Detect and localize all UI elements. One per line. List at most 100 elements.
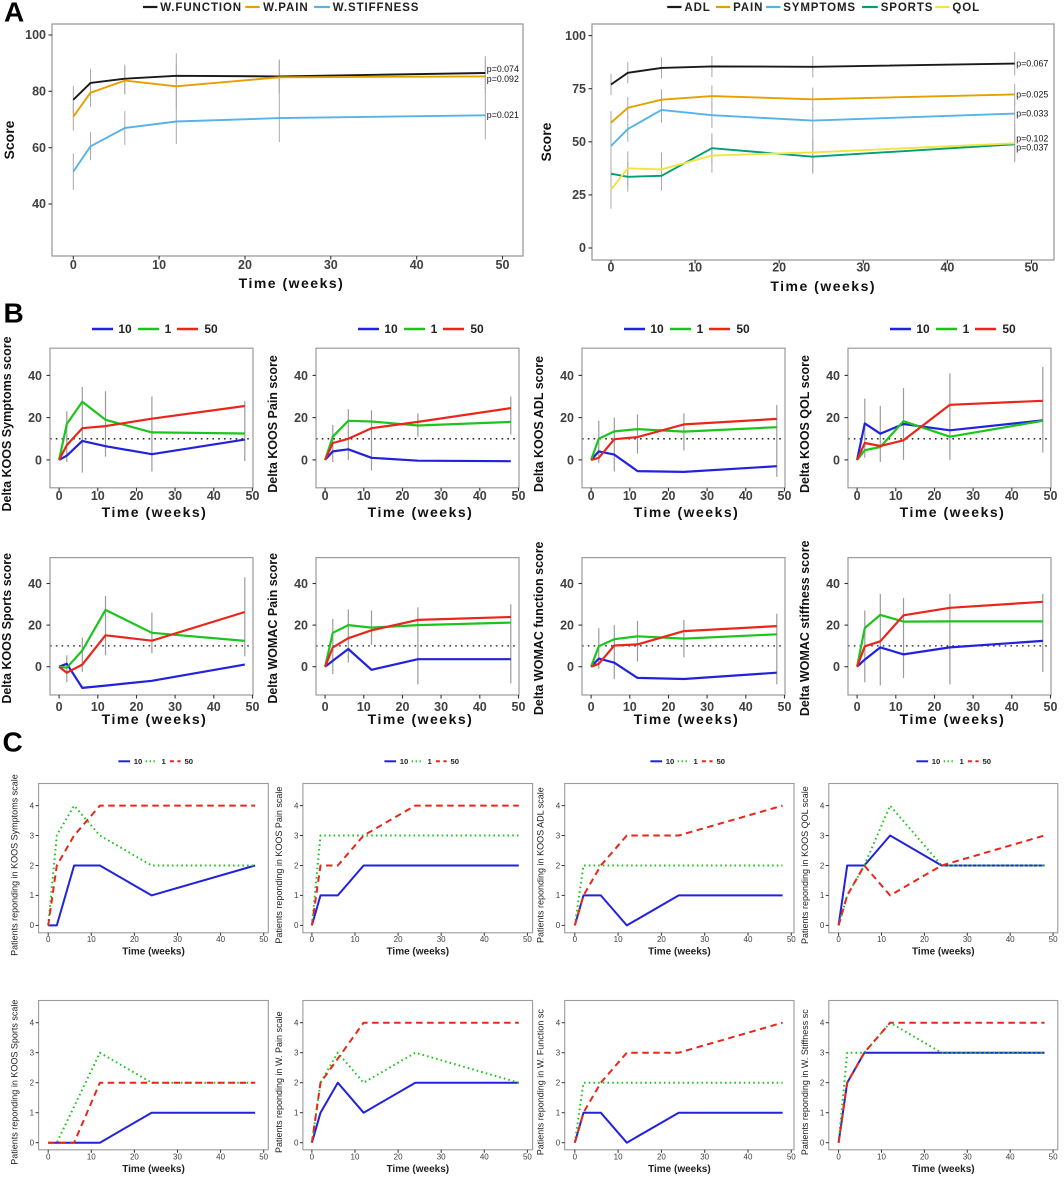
svg-text:20: 20 (920, 1153, 929, 1162)
svg-text:Time (weeks): Time (weeks) (239, 275, 345, 291)
svg-text:20: 20 (920, 935, 929, 944)
svg-text:50: 50 (470, 322, 484, 336)
svg-text:2: 2 (556, 1079, 561, 1088)
svg-text:0: 0 (294, 1139, 299, 1148)
svg-text:30: 30 (700, 1153, 709, 1162)
svg-text:50: 50 (246, 489, 260, 503)
svg-text:10: 10 (87, 935, 96, 944)
svg-text:40: 40 (410, 258, 424, 272)
svg-text:30: 30 (966, 700, 980, 714)
svg-text:50: 50 (185, 757, 194, 766)
svg-text:0: 0 (56, 489, 63, 503)
svg-text:30: 30 (168, 700, 182, 714)
svg-text:Time (weeks): Time (weeks) (386, 947, 449, 958)
svg-text:0: 0 (833, 453, 840, 467)
svg-text:p=0.074: p=0.074 (487, 64, 519, 74)
svg-text:Patients reponding in KOOS QOL: Patients reponding in KOOS QOL scale (800, 786, 810, 944)
svg-text:50: 50 (717, 757, 726, 766)
svg-text:Delta WOMAC function score: Delta WOMAC function score (532, 541, 546, 715)
svg-text:30: 30 (168, 489, 182, 503)
svg-text:0: 0 (573, 1153, 578, 1162)
svg-text:50: 50 (259, 1153, 268, 1162)
svg-text:10: 10 (357, 700, 371, 714)
svg-text:50: 50 (246, 700, 260, 714)
svg-text:Time (weeks): Time (weeks) (912, 1164, 975, 1175)
svg-text:1: 1 (820, 891, 825, 900)
svg-text:3: 3 (294, 1049, 299, 1058)
svg-text:0: 0 (556, 1139, 561, 1148)
svg-text:40: 40 (473, 489, 487, 503)
svg-text:0: 0 (579, 241, 586, 255)
svg-text:10: 10 (614, 1153, 623, 1162)
svg-text:0: 0 (310, 935, 315, 944)
svg-text:Delta KOOS QOL score: Delta KOOS QOL score (798, 355, 812, 493)
svg-text:p=0.033: p=0.033 (1016, 108, 1048, 118)
svg-text:Patients reponding in W. Funct: Patients reponding in W. Function sc (536, 1009, 546, 1156)
svg-text:W.FUNCTION: W.FUNCTION (160, 2, 242, 14)
svg-text:C: C (3, 727, 23, 758)
svg-text:SYMPTOMS: SYMPTOMS (783, 2, 856, 14)
svg-text:50: 50 (1049, 1153, 1058, 1162)
svg-text:40: 40 (216, 1153, 225, 1162)
svg-text:20: 20 (662, 700, 676, 714)
svg-text:2: 2 (294, 1079, 299, 1088)
svg-text:Delta WOMAC stiffness score: Delta WOMAC stiffness score (798, 540, 812, 716)
svg-text:20: 20 (396, 700, 410, 714)
svg-text:30: 30 (700, 935, 709, 944)
svg-text:1: 1 (820, 1109, 825, 1118)
svg-text:50: 50 (512, 700, 526, 714)
svg-text:3: 3 (294, 831, 299, 840)
svg-text:0: 0 (56, 700, 63, 714)
svg-text:Delta KOOS Symptoms score: Delta KOOS Symptoms score (0, 336, 14, 511)
svg-text:0: 0 (30, 1139, 35, 1148)
svg-text:20: 20 (662, 489, 676, 503)
svg-text:10: 10 (152, 258, 166, 272)
svg-text:Time (weeks): Time (weeks) (386, 1164, 449, 1175)
svg-text:10: 10 (623, 489, 637, 503)
svg-text:PAIN: PAIN (733, 2, 763, 14)
svg-text:4: 4 (294, 801, 299, 810)
svg-text:10: 10 (889, 489, 903, 503)
svg-text:30: 30 (963, 1153, 972, 1162)
svg-text:Delta WOMAC Pain score: Delta WOMAC Pain score (266, 553, 280, 704)
svg-text:1: 1 (294, 1109, 299, 1118)
svg-text:Delta KOOS Pain score: Delta KOOS Pain score (266, 355, 280, 493)
svg-text:1: 1 (162, 757, 167, 766)
svg-text:40: 40 (294, 577, 308, 591)
svg-text:0: 0 (608, 261, 615, 275)
svg-text:30: 30 (434, 489, 448, 503)
svg-text:4: 4 (820, 801, 825, 810)
svg-text:Time (weeks): Time (weeks) (102, 504, 208, 520)
svg-text:p=0.025: p=0.025 (1016, 89, 1048, 99)
svg-text:40: 40 (1005, 489, 1019, 503)
svg-text:2: 2 (294, 861, 299, 870)
svg-text:Patients reponding in KOOS Sym: Patients reponding in KOOS Symptoms scal… (10, 774, 20, 956)
svg-text:20: 20 (28, 411, 42, 425)
svg-text:10: 10 (384, 322, 398, 336)
svg-text:10: 10 (87, 1153, 96, 1162)
svg-text:20: 20 (238, 258, 252, 272)
svg-text:0: 0 (836, 1153, 841, 1162)
svg-text:1: 1 (556, 891, 561, 900)
svg-text:Time (weeks): Time (weeks) (648, 1164, 711, 1175)
svg-text:3: 3 (556, 1049, 561, 1058)
svg-text:Delta KOOS ADL score: Delta KOOS ADL score (532, 356, 546, 492)
svg-text:2: 2 (820, 861, 825, 870)
svg-text:40: 40 (560, 369, 574, 383)
svg-text:50: 50 (1044, 700, 1058, 714)
svg-text:75: 75 (572, 82, 586, 96)
svg-text:ADL: ADL (684, 2, 710, 14)
svg-text:40: 40 (28, 369, 42, 383)
svg-text:SPORTS: SPORTS (881, 2, 934, 14)
svg-text:Patients reponding in KOOS Spo: Patients reponding in KOOS Sports scale (10, 1000, 20, 1165)
svg-text:30: 30 (963, 935, 972, 944)
svg-text:10: 10 (889, 700, 903, 714)
svg-text:0: 0 (30, 921, 35, 930)
svg-text:3: 3 (556, 831, 561, 840)
svg-text:20: 20 (28, 619, 42, 633)
svg-text:40: 40 (744, 935, 753, 944)
svg-text:20: 20 (130, 1153, 139, 1162)
svg-text:0: 0 (833, 660, 840, 674)
svg-text:p=0.021: p=0.021 (487, 110, 519, 120)
svg-text:20: 20 (294, 411, 308, 425)
